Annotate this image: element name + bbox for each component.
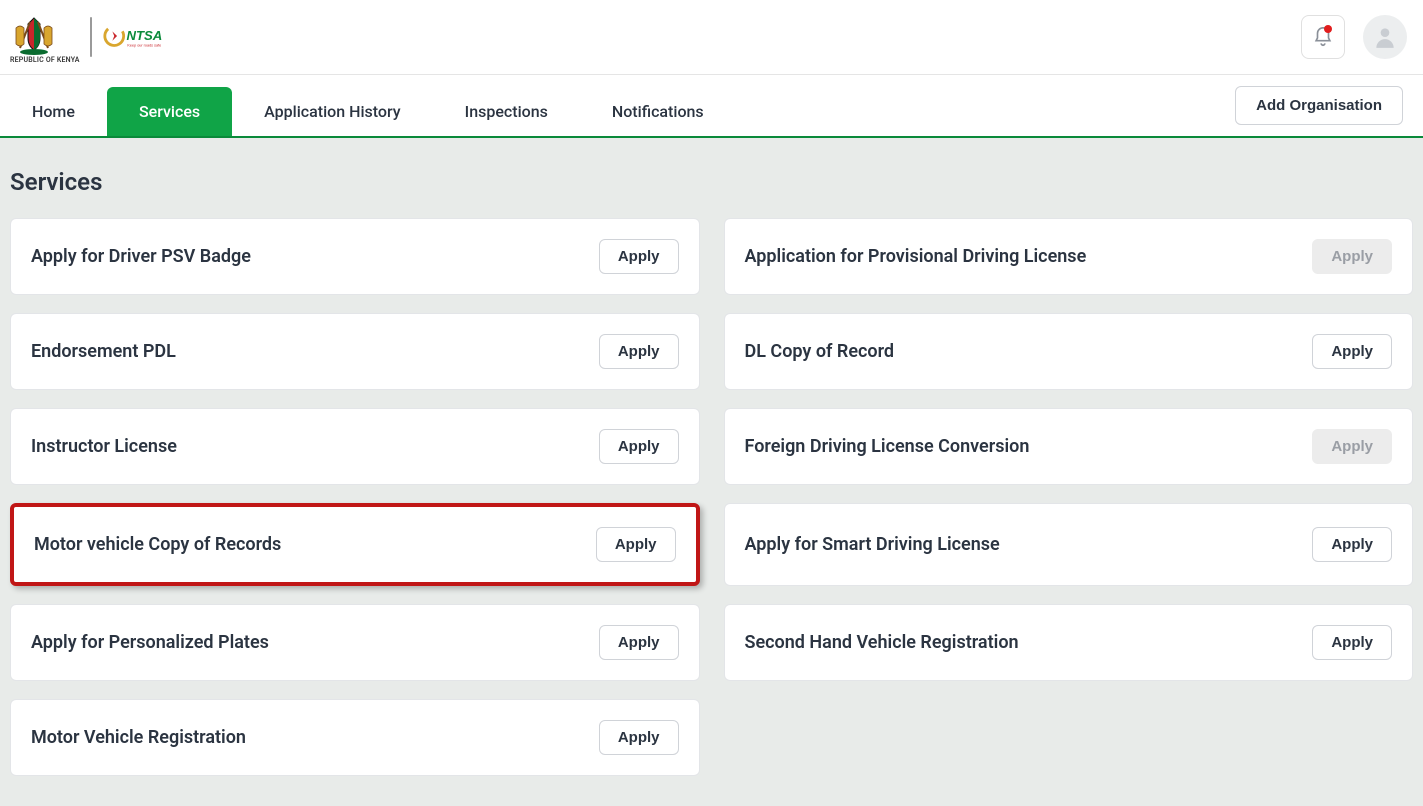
svg-text:NTSA: NTSA	[126, 28, 162, 43]
apply-button[interactable]: Apply	[599, 334, 679, 369]
service-title: Apply for Driver PSV Badge	[31, 246, 251, 267]
service-title: Endorsement PDL	[31, 341, 176, 362]
service-title: Application for Provisional Driving Lice…	[745, 246, 1087, 267]
topbar-right	[1301, 15, 1407, 59]
apply-button[interactable]: Apply	[599, 625, 679, 660]
service-title: Instructor License	[31, 436, 177, 457]
apply-button[interactable]: Apply	[1312, 527, 1392, 562]
apply-button[interactable]: Apply	[599, 429, 679, 464]
service-title: Motor Vehicle Registration	[31, 727, 246, 748]
service-title: Apply for Smart Driving License	[745, 534, 1000, 555]
tab-services[interactable]: Services	[107, 87, 232, 136]
apply-button: Apply	[1312, 429, 1392, 464]
avatar[interactable]	[1363, 15, 1407, 59]
service-card: Foreign Driving License Conversion Apply	[724, 408, 1414, 485]
service-card: Motor Vehicle Registration Apply	[10, 699, 700, 776]
apply-button[interactable]: Apply	[1312, 334, 1392, 369]
apply-button[interactable]: Apply	[596, 527, 676, 562]
service-card: Second Hand Vehicle Registration Apply	[724, 604, 1414, 681]
service-card: Apply for Smart Driving License Apply	[724, 503, 1414, 586]
service-title: Foreign Driving License Conversion	[745, 436, 1030, 457]
service-title: Motor vehicle Copy of Records	[34, 534, 281, 555]
services-grid: Apply for Driver PSV Badge Apply Applicati…	[10, 218, 1413, 776]
service-card: Instructor License Apply	[10, 408, 700, 485]
user-icon	[1372, 24, 1398, 50]
tab-application-history[interactable]: Application History	[232, 87, 432, 136]
service-card: Apply for Personalized Plates Apply	[10, 604, 700, 681]
navrow: HomeServicesApplication HistoryInspectio…	[0, 75, 1423, 138]
service-card: DL Copy of Record Apply	[724, 313, 1414, 390]
add-organisation-button[interactable]: Add Organisation	[1235, 86, 1403, 125]
service-card: Endorsement PDL Apply	[10, 313, 700, 390]
brand-divider	[90, 17, 92, 57]
topbar: REPUBLIC OF KENYA NTSA Keep our roads sa…	[0, 0, 1423, 75]
tabs: HomeServicesApplication HistoryInspectio…	[0, 75, 736, 136]
service-card: Motor vehicle Copy of Records Apply	[10, 503, 700, 586]
service-title: DL Copy of Record	[745, 341, 895, 362]
service-title: Apply for Personalized Plates	[31, 632, 269, 653]
apply-button: Apply	[1312, 239, 1392, 274]
apply-button[interactable]: Apply	[599, 239, 679, 274]
apply-button[interactable]: Apply	[599, 720, 679, 755]
coat-of-arms-logo: REPUBLIC OF KENYA	[10, 10, 80, 64]
tab-notifications[interactable]: Notifications	[580, 87, 736, 136]
service-card: Application for Provisional Driving Lice…	[724, 218, 1414, 295]
service-card: Apply for Driver PSV Badge Apply	[10, 218, 700, 295]
apply-button[interactable]: Apply	[1312, 625, 1392, 660]
svg-text:Keep our roads safe: Keep our roads safe	[127, 43, 161, 47]
service-title: Second Hand Vehicle Registration	[745, 632, 1019, 653]
notifications-button[interactable]	[1301, 15, 1345, 59]
ntsa-logo: NTSA Keep our roads safe	[102, 17, 182, 57]
page: Services Apply for Driver PSV BadgeApply…	[0, 138, 1423, 806]
notification-dot-icon	[1324, 25, 1332, 33]
tab-home[interactable]: Home	[0, 87, 107, 136]
empty-cell	[724, 699, 1414, 776]
page-title: Services	[10, 168, 1413, 196]
tab-inspections[interactable]: Inspections	[433, 87, 580, 136]
brand-group: REPUBLIC OF KENYA NTSA Keep our roads sa…	[10, 10, 182, 64]
